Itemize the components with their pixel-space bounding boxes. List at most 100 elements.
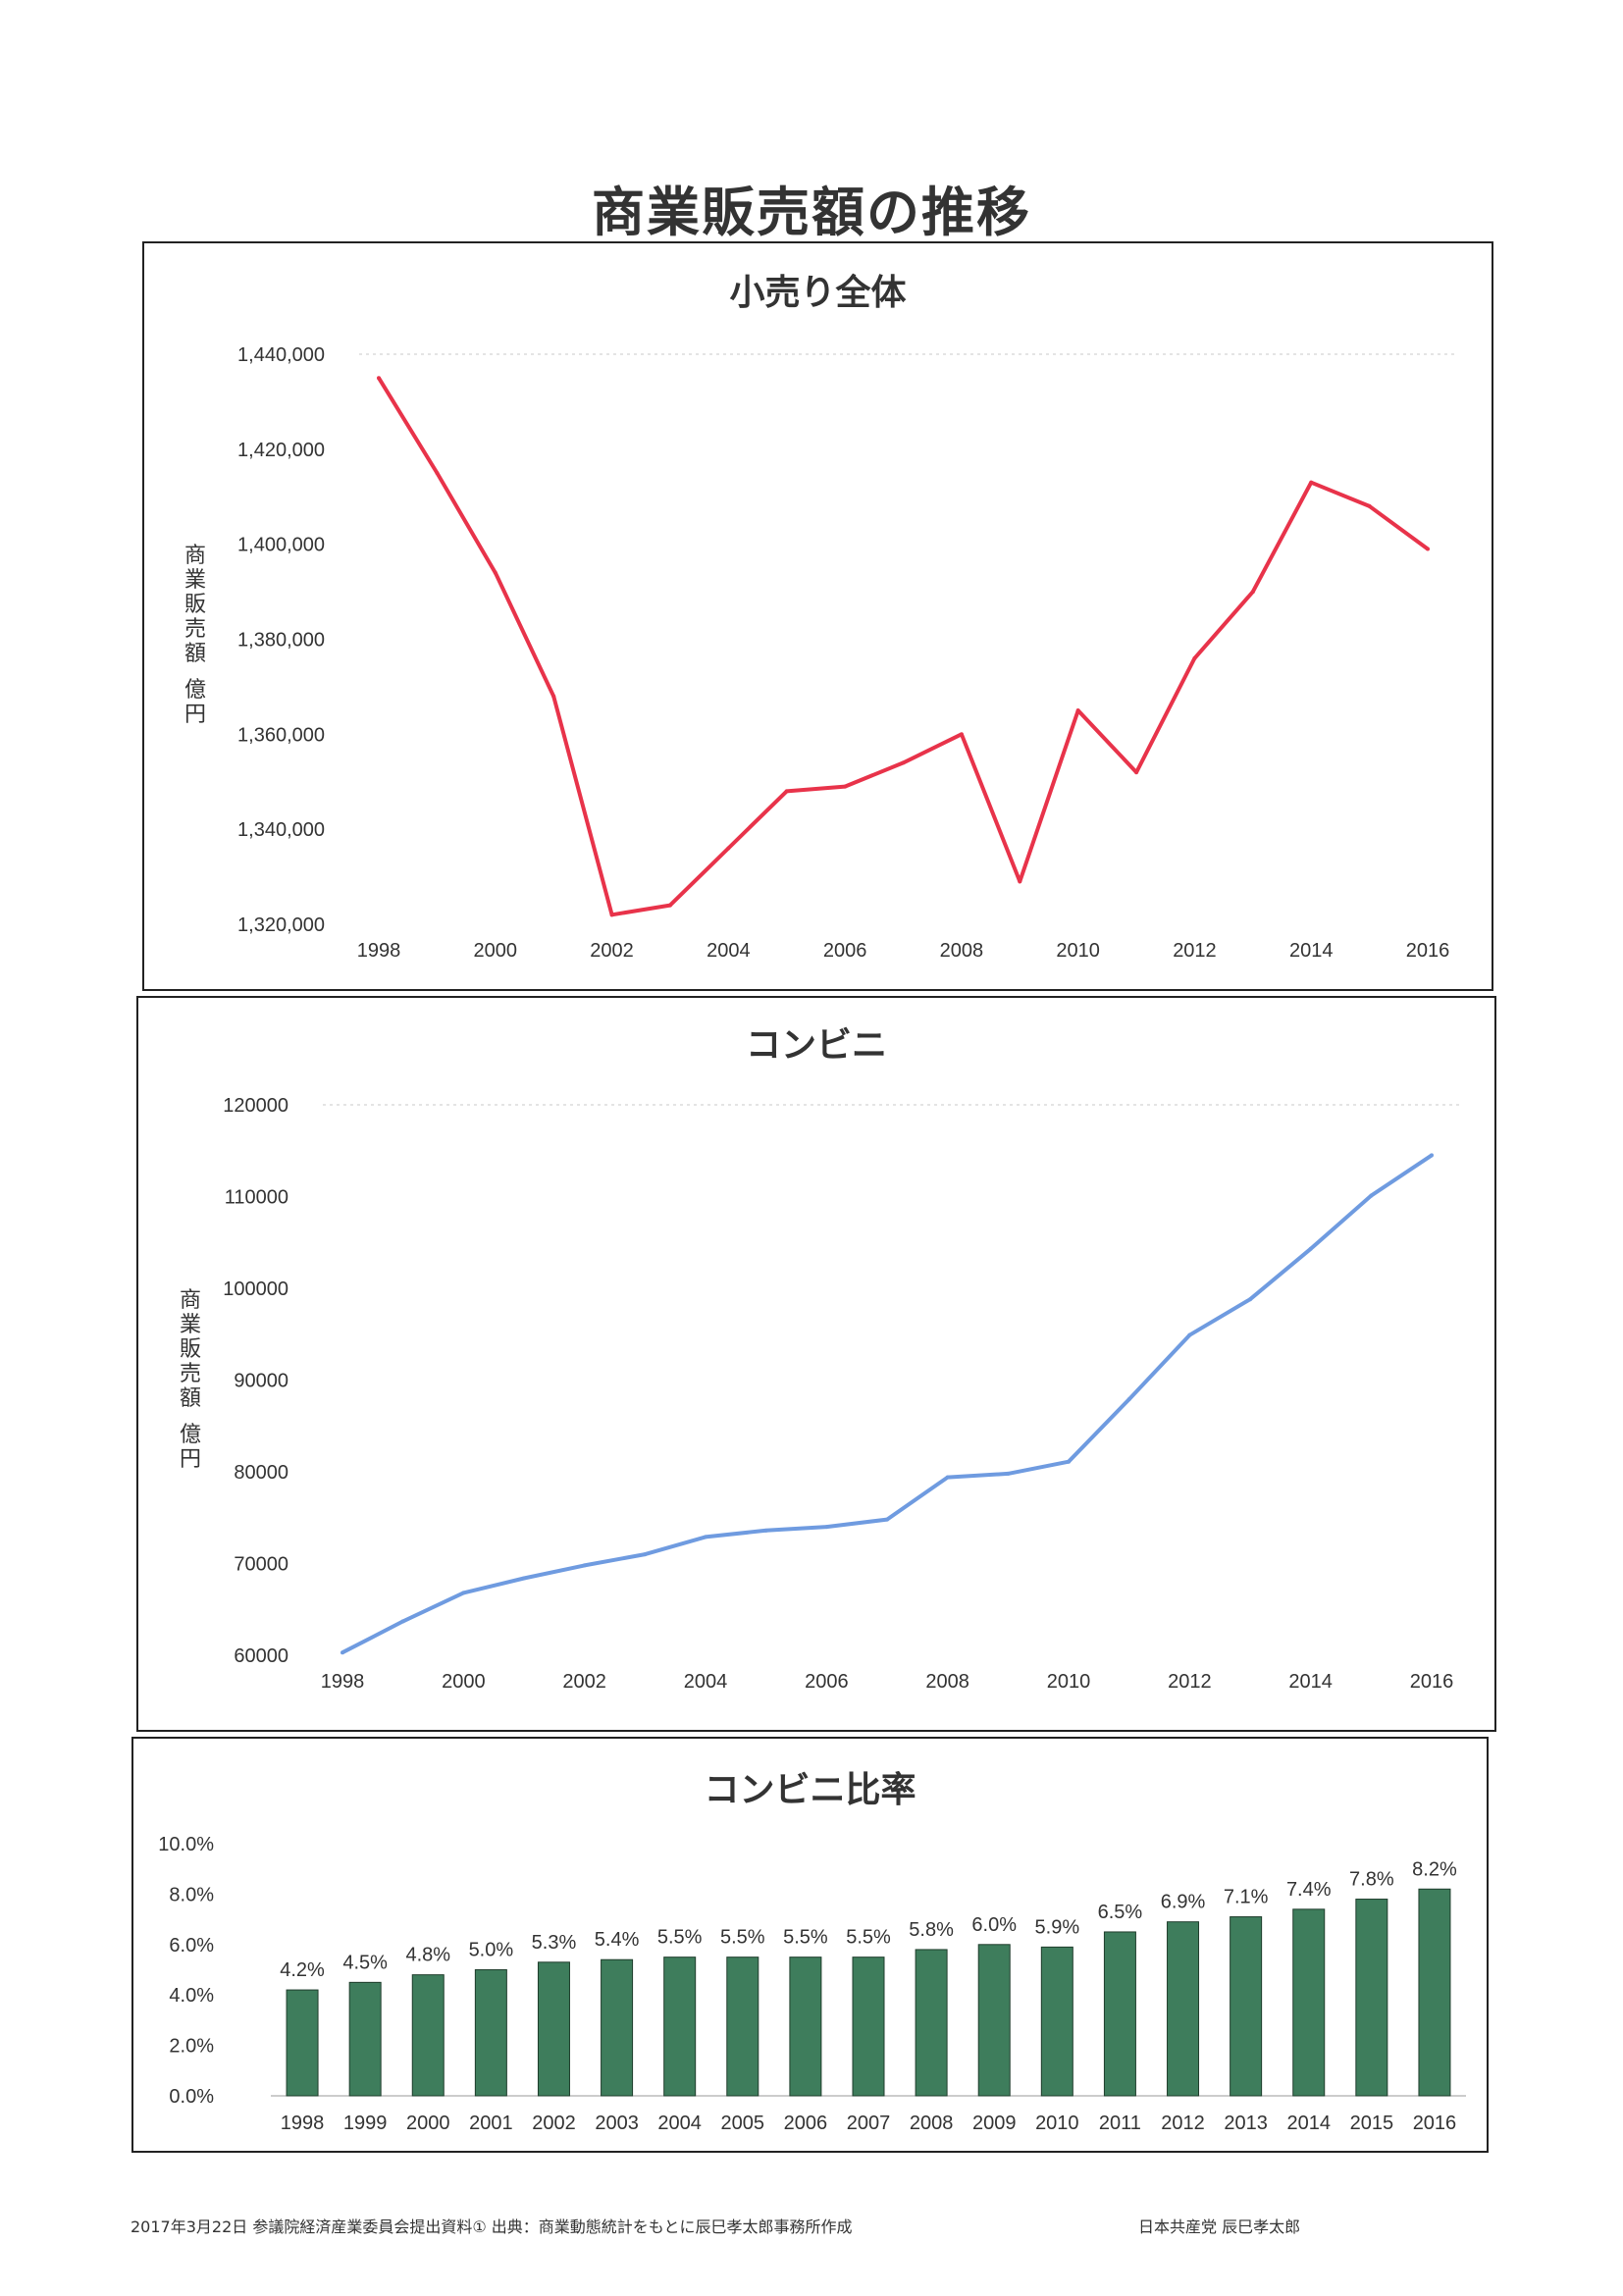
retail-chart-panel: 小売り全体 1,320,000 1,340,000 1,360,000 1,380,00… (142, 241, 1493, 991)
data-label: 5.5% (720, 1927, 765, 1949)
y-axis-label-char: 売 (180, 1361, 201, 1385)
y-axis-label-char: 業 (184, 567, 206, 592)
data-label: 7.8% (1349, 1869, 1394, 1891)
bar (1230, 1916, 1263, 2097)
x-tick-label: 2014 (1289, 940, 1334, 962)
x-tick-label: 2007 (847, 2113, 891, 2134)
y-axis-label-char: 億 (184, 677, 206, 702)
data-point (885, 1517, 889, 1522)
x-tick-label: 1998 (281, 2113, 325, 2134)
data-label: 6.5% (1098, 1902, 1143, 1923)
data-label: 4.2% (280, 1959, 325, 1981)
data-point (1248, 1297, 1252, 1302)
x-tick-label: 2016 (1413, 2113, 1457, 2134)
y-axis-label-char: 億 (180, 1422, 201, 1446)
x-tick-label: 2015 (1350, 2113, 1394, 2134)
x-tick-label: 1998 (357, 940, 401, 962)
x-tick-label: 2006 (784, 2113, 828, 2134)
x-tick-label: 2006 (805, 1671, 849, 1693)
chart-title: 小売り全体 (729, 272, 906, 312)
chart-title: コンビニ (746, 1024, 887, 1065)
x-tick-label: 2008 (910, 2113, 954, 2134)
y-axis-label-char: 販 (184, 592, 206, 616)
x-tick-label: 2003 (595, 2113, 639, 2134)
data-label: 5.8% (909, 1919, 954, 1941)
data-point (435, 471, 440, 476)
data-point (824, 1525, 829, 1530)
x-tick-label: 2002 (532, 2113, 576, 2134)
y-tick-label: 1,340,000 (237, 819, 325, 841)
data-label: 7.1% (1224, 1887, 1269, 1908)
data-label: 5.9% (1035, 1916, 1080, 1938)
data-label: 5.0% (469, 1940, 514, 1961)
x-tick-label: 2004 (657, 2113, 702, 2134)
data-label: 6.0% (971, 1914, 1017, 1936)
data-point (726, 846, 731, 851)
chart-title: コンビニ比率 (704, 1769, 916, 1809)
data-point (340, 1650, 344, 1655)
x-tick-label: 1999 (343, 2113, 388, 2134)
data-label: 5.5% (657, 1927, 703, 1949)
y-axis-label-char: 額 (184, 641, 206, 665)
y-axis-label-char: 売 (184, 616, 206, 641)
data-point (843, 784, 848, 789)
footer-author: 日本共産党 辰巳孝太郎 (1138, 2218, 1301, 2236)
x-tick-label: 2014 (1288, 1671, 1333, 1693)
y-axis-label-char: 業 (180, 1312, 201, 1336)
bar (726, 1957, 759, 2097)
data-point (959, 732, 964, 737)
data-label: 5.3% (532, 1932, 577, 1954)
y-tick-label: 1,380,000 (237, 630, 325, 652)
data-point (901, 760, 906, 765)
y-axis-label-char: 販 (180, 1336, 201, 1361)
bar (1040, 1946, 1073, 2097)
data-label: 5.5% (846, 1927, 891, 1949)
x-tick-label: 2006 (823, 940, 867, 962)
x-tick-label: 2000 (442, 1671, 486, 1693)
x-tick-label: 2013 (1224, 2113, 1268, 2134)
x-tick-label: 2010 (1035, 2113, 1079, 2134)
x-tick-label: 2016 (1406, 940, 1450, 962)
data-point (763, 1528, 768, 1533)
y-tick-label: 8.0% (169, 1884, 214, 1905)
convenience-line-chart: コンビニ 60000 70000 80000 90000 100000 110000 1200… (180, 1024, 1461, 1693)
data-point (1426, 547, 1430, 551)
y-tick-label: 70000 (234, 1554, 288, 1576)
bar (537, 1961, 570, 2097)
y-tick-label: 4.0% (169, 1985, 214, 2007)
x-tick-label: 2016 (1410, 1671, 1454, 1693)
y-tick-label: 1,420,000 (237, 440, 325, 461)
data-point (609, 913, 614, 917)
data-label: 8.2% (1412, 1858, 1457, 1880)
data-label: 6.9% (1161, 1892, 1206, 1913)
x-tick-label: 2012 (1168, 1671, 1212, 1693)
y-tick-label: 120000 (223, 1095, 288, 1117)
x-tick-label: 2001 (469, 2113, 513, 2134)
x-tick-label: 2000 (406, 2113, 450, 2134)
bar (474, 1969, 507, 2097)
data-point (1367, 503, 1372, 508)
data-label: 4.8% (405, 1945, 450, 1966)
data-label: 7.4% (1286, 1879, 1332, 1901)
y-axis-label-char: 商 (184, 543, 206, 567)
data-point (1018, 879, 1022, 884)
data-point (461, 1591, 466, 1595)
data-point (1067, 1459, 1071, 1464)
bar (977, 1944, 1011, 2097)
data-point (1187, 1332, 1192, 1337)
y-tick-label: 6.0% (169, 1935, 214, 1957)
y-axis-label-char: 商 (180, 1287, 201, 1312)
x-tick-label: 2004 (684, 1671, 728, 1693)
bar (601, 1958, 634, 2097)
data-point (551, 694, 556, 699)
bar (1292, 1908, 1326, 2097)
data-point (1126, 1397, 1131, 1402)
y-axis-label-char: 額 (180, 1385, 201, 1410)
retail-line-chart: 小売り全体 1,320,000 1,340,000 1,360,000 1,380,00… (184, 272, 1457, 962)
data-label: 5.5% (783, 1927, 828, 1949)
y-tick-label: 2.0% (169, 2036, 214, 2058)
footer-source-note: 2017年3月22日 参議院経済産業委員会提出資料① 出典：商業動態統計をもとに… (131, 2218, 853, 2236)
x-tick-label: 2011 (1099, 2113, 1141, 2134)
page-title: 商業販売額の推移 (592, 182, 1031, 243)
bar (1418, 1888, 1451, 2097)
